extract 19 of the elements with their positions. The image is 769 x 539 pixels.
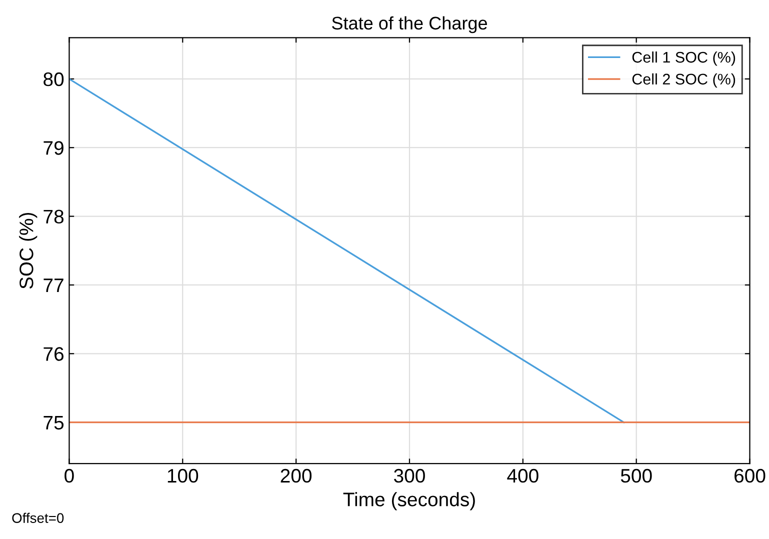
x-tick-label: 0 xyxy=(64,468,74,483)
y-tick-label: 78 xyxy=(44,210,64,224)
y-tick-label: 76 xyxy=(44,347,64,361)
x-tick-label: 400 xyxy=(507,468,538,483)
y-tick-label: 77 xyxy=(44,278,64,292)
y-tick-label: 80 xyxy=(44,72,64,86)
y-axis-title: SOC (%) xyxy=(19,212,38,289)
chart-title: State of the Charge xyxy=(332,16,487,34)
legend-label: Cell 1 SOC (%) xyxy=(632,51,736,66)
x-tick-label: 600 xyxy=(734,468,766,483)
text: Offset=0 xyxy=(12,512,64,523)
y-tick-label: 79 xyxy=(44,141,64,155)
x-tick-label: 100 xyxy=(168,468,198,483)
legend-label: Cell 2 SOC (%) xyxy=(632,73,736,88)
x-tick-label: 500 xyxy=(620,468,652,483)
x-axis-title: Time (seconds) xyxy=(343,492,475,510)
x-tick-label: 200 xyxy=(280,468,312,483)
x-tick-label: 300 xyxy=(394,468,425,483)
y-tick-label: 75 xyxy=(44,416,64,430)
